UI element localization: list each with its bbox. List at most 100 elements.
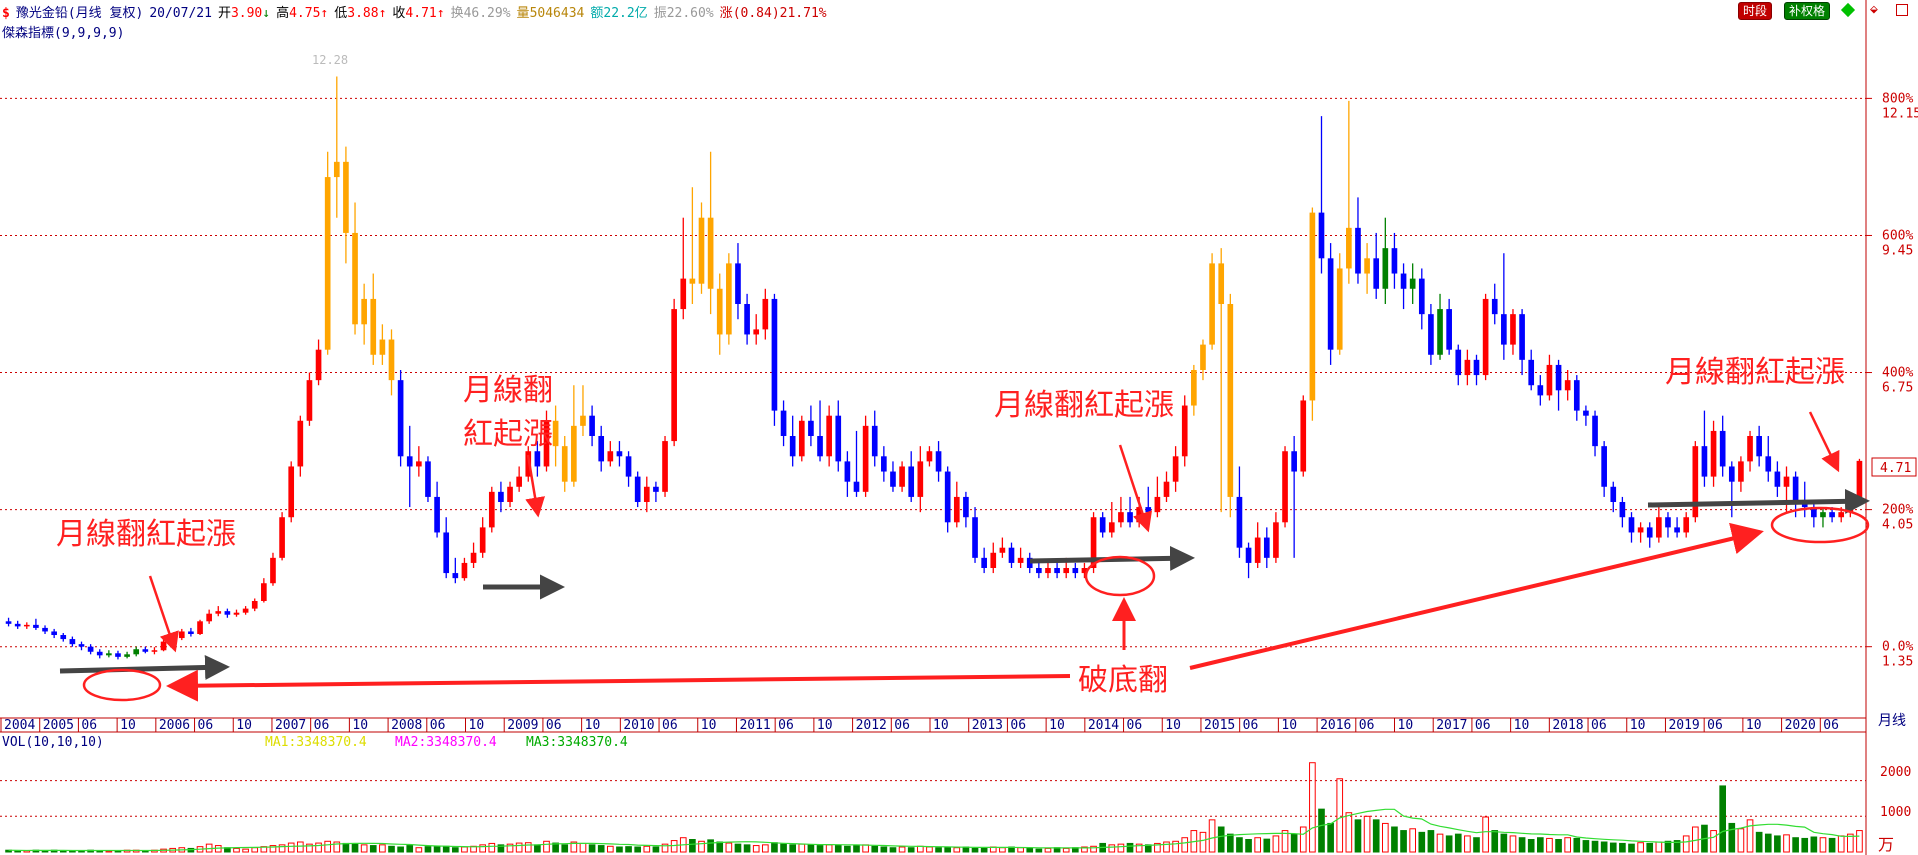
candle-body bbox=[1054, 568, 1060, 574]
volume-bar bbox=[1345, 812, 1353, 853]
candle bbox=[87, 644, 94, 655]
volume-bar bbox=[351, 843, 359, 853]
volume-bar bbox=[1828, 837, 1836, 853]
candle-body bbox=[1172, 456, 1179, 482]
header-date: 20/07/21 bbox=[149, 6, 212, 21]
trend-arrow bbox=[1029, 545, 1195, 571]
candle bbox=[1801, 481, 1808, 518]
volume-bar bbox=[643, 845, 651, 853]
candle-body bbox=[434, 496, 440, 533]
stock-icon: $ bbox=[2, 6, 10, 21]
x-tick-label: 2009 bbox=[507, 718, 538, 733]
volume-bar bbox=[926, 846, 933, 853]
candle bbox=[890, 461, 896, 492]
x-tick-label: 2007 bbox=[275, 718, 306, 733]
volume-bar bbox=[1783, 834, 1790, 853]
volume-bar bbox=[461, 846, 468, 853]
volume-bar bbox=[1108, 844, 1116, 853]
volume-bar bbox=[1017, 847, 1024, 853]
candle-body bbox=[1081, 568, 1088, 574]
candle bbox=[1856, 458, 1863, 504]
candle-body bbox=[343, 161, 349, 233]
candle-body bbox=[1327, 258, 1334, 350]
candle bbox=[744, 293, 750, 345]
candle bbox=[762, 288, 769, 340]
candle bbox=[999, 537, 1006, 558]
candle-body bbox=[917, 461, 924, 497]
volume-bar bbox=[1290, 833, 1298, 853]
volume-bar bbox=[889, 847, 897, 853]
time-period-button[interactable]: 时段 bbox=[1738, 2, 1773, 20]
candle-body bbox=[1181, 405, 1188, 457]
candle-body bbox=[1336, 268, 1343, 350]
candle bbox=[552, 405, 559, 467]
stock-name[interactable]: 豫光金铅(月线 复权) bbox=[15, 6, 144, 21]
volume-value: 5046434 bbox=[529, 6, 585, 21]
candle-body bbox=[115, 653, 121, 657]
volume-bar bbox=[652, 846, 660, 853]
settings-icon[interactable]: ⬙ bbox=[1870, 2, 1878, 17]
candle-body bbox=[461, 562, 468, 579]
candle-body bbox=[1692, 446, 1699, 518]
candle-body bbox=[306, 380, 313, 421]
volume-bar bbox=[1126, 842, 1134, 853]
x-tick-label: 10 bbox=[585, 718, 601, 733]
volume-bar bbox=[1755, 831, 1763, 853]
volume-bar bbox=[1764, 833, 1772, 853]
candle-body bbox=[1756, 436, 1762, 457]
candle-body bbox=[1856, 460, 1863, 502]
x-tick-label: 06 bbox=[662, 718, 678, 733]
candle-body bbox=[1318, 212, 1325, 259]
volume-bar bbox=[1117, 843, 1125, 853]
candle bbox=[206, 609, 212, 624]
candle bbox=[935, 441, 942, 482]
volume-bar bbox=[1527, 839, 1535, 853]
turnover-label: 换 bbox=[450, 6, 464, 21]
volume-bar bbox=[880, 846, 888, 853]
candle bbox=[963, 491, 969, 528]
candle-body bbox=[589, 415, 595, 436]
candle bbox=[1209, 253, 1215, 350]
volume-bar bbox=[333, 841, 341, 853]
candle bbox=[379, 324, 386, 365]
candle-body bbox=[1063, 568, 1070, 574]
candle bbox=[1282, 446, 1288, 528]
annotation-arrow bbox=[525, 454, 545, 518]
candle bbox=[306, 372, 313, 426]
close-value: 4.71 bbox=[405, 6, 437, 21]
candle-body bbox=[662, 441, 668, 492]
candle-body bbox=[498, 491, 504, 502]
candle bbox=[1473, 354, 1480, 386]
y-price-label: 1.35 bbox=[1882, 655, 1913, 670]
change-label: 涨 bbox=[719, 6, 733, 21]
candle-body bbox=[1610, 486, 1617, 502]
candle-body bbox=[543, 420, 550, 467]
candle-body bbox=[206, 613, 212, 622]
candle bbox=[1254, 522, 1261, 568]
volume-bar bbox=[1199, 831, 1207, 853]
x-tick-label: 2011 bbox=[739, 718, 770, 733]
amount-label: 额 bbox=[590, 6, 604, 21]
candle bbox=[1036, 562, 1042, 579]
candle-body bbox=[470, 552, 477, 563]
x-tick-label: 06 bbox=[1707, 718, 1723, 733]
candle-body bbox=[1783, 476, 1790, 487]
x-tick-label: 10 bbox=[1165, 718, 1181, 733]
volume-bar bbox=[944, 846, 952, 853]
candle-body bbox=[1036, 568, 1042, 574]
candle bbox=[106, 650, 112, 658]
volume-bar bbox=[1400, 830, 1407, 853]
indicator-label[interactable]: 傑森指標(9,9,9,9) bbox=[2, 26, 125, 41]
candle bbox=[1108, 502, 1115, 538]
candle bbox=[1601, 441, 1607, 497]
candle-body bbox=[160, 641, 167, 651]
restore-window-icon[interactable] bbox=[1896, 4, 1908, 16]
up-arrow-icon: ↑ bbox=[436, 6, 445, 21]
y-percent-label: 0.0% bbox=[1882, 640, 1913, 655]
candle bbox=[1127, 496, 1133, 528]
volume-bar bbox=[716, 841, 724, 853]
candle-body bbox=[1665, 517, 1671, 528]
candle bbox=[115, 650, 121, 660]
candle bbox=[1382, 217, 1389, 304]
fill-right-button[interactable]: 补权格 bbox=[1784, 2, 1831, 20]
